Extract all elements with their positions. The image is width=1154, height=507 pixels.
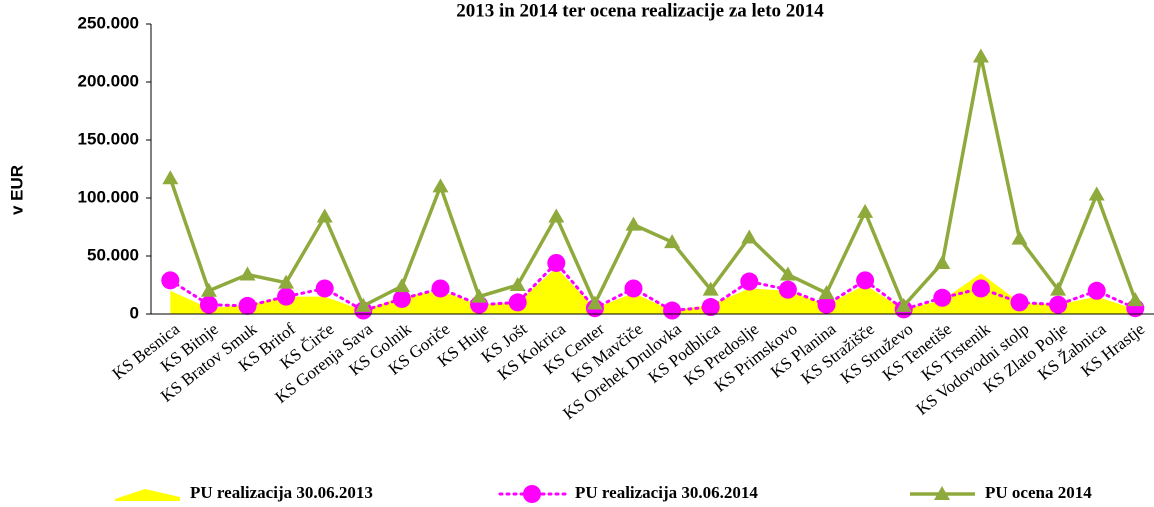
legend-label: PU ocena 2014: [985, 483, 1092, 502]
marker: [778, 280, 797, 299]
marker: [316, 208, 333, 223]
marker: [432, 178, 449, 193]
marker: [895, 297, 912, 312]
marker: [471, 288, 488, 303]
y-tick-label: 100.000: [78, 187, 139, 206]
marker: [547, 253, 566, 272]
marker: [1010, 293, 1029, 312]
legend-swatch: [934, 486, 950, 500]
marker: [934, 254, 951, 269]
marker: [663, 301, 682, 320]
marker: [857, 203, 874, 218]
y-tick-label: 50.000: [87, 245, 139, 264]
marker: [856, 271, 875, 290]
marker: [162, 170, 179, 185]
marker: [1127, 292, 1144, 307]
marker: [701, 298, 720, 317]
marker: [1011, 230, 1028, 245]
marker: [199, 295, 218, 314]
legend-swatch: [115, 489, 180, 501]
marker: [238, 296, 257, 315]
y-tick-label: 150.000: [78, 129, 139, 148]
marker: [1050, 281, 1067, 296]
marker: [315, 279, 334, 298]
marker: [741, 229, 758, 244]
chart-title: 2013 in 2014 ter ocena realizacije za le…: [456, 0, 824, 21]
marker: [355, 297, 372, 312]
legend-swatch: [523, 485, 541, 503]
marker: [779, 266, 796, 281]
line: [168, 56, 1137, 310]
legend-label: PU realizacija 30.06.2014: [575, 483, 758, 502]
marker: [971, 279, 990, 298]
marker: [624, 279, 643, 298]
y-tick-label: 250.000: [78, 13, 139, 32]
legend-label: PU realizacija 30.06.2013: [190, 483, 373, 502]
marker: [1049, 295, 1068, 314]
marker: [548, 208, 565, 223]
y-tick-label: 0: [130, 303, 139, 322]
marker: [1088, 186, 1105, 201]
marker: [161, 271, 180, 290]
marker: [392, 289, 411, 308]
marker: [818, 285, 835, 300]
marker: [817, 295, 836, 314]
y-tick-label: 200.000: [78, 71, 139, 90]
marker: [509, 277, 526, 291]
marker: [277, 287, 296, 306]
marker: [1087, 281, 1106, 300]
marker: [200, 282, 217, 297]
marker: [664, 234, 681, 249]
marker: [625, 216, 642, 231]
marker: [239, 266, 256, 281]
y-axis-label: v EUR: [7, 165, 26, 215]
marker: [431, 279, 450, 298]
marker: [508, 293, 527, 312]
marker: [740, 272, 759, 291]
marker: [393, 278, 410, 293]
marker: [933, 288, 952, 307]
marker: [972, 48, 989, 63]
marker: [586, 295, 603, 310]
marker: [702, 281, 719, 296]
marker: [278, 274, 295, 289]
area: [170, 267, 1136, 314]
